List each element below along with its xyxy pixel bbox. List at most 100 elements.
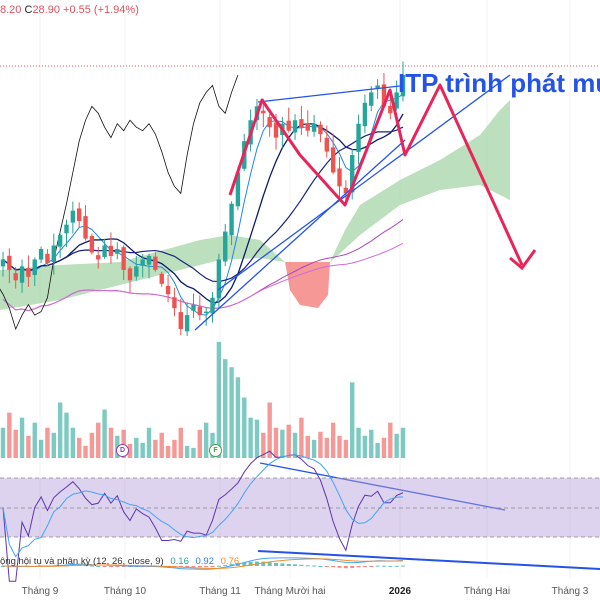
zigzag-line[interactable] xyxy=(228,83,524,266)
macd-histogram-bar xyxy=(96,565,101,567)
candle xyxy=(324,137,330,152)
volume-bar xyxy=(146,427,152,458)
volume-bar xyxy=(108,427,114,458)
x-axis-label: Tháng Mười hai xyxy=(254,586,326,597)
trendline[interactable] xyxy=(257,85,401,103)
volume-bar xyxy=(172,439,177,458)
trendline[interactable] xyxy=(194,139,406,331)
candle xyxy=(184,315,190,332)
volume-bar xyxy=(235,377,241,458)
candle xyxy=(318,124,323,135)
candle xyxy=(191,304,196,311)
volume-bar xyxy=(159,432,164,458)
volume-bar xyxy=(96,422,101,458)
macd-histogram-bar xyxy=(369,566,374,567)
candle xyxy=(76,208,82,222)
candle xyxy=(57,235,63,247)
candle xyxy=(210,297,215,314)
volume-bar xyxy=(51,432,56,458)
trendline[interactable] xyxy=(217,74,511,291)
macd-legend: ộng hội tụ và phân kỳ (12, 26, close, 9)… xyxy=(0,556,239,567)
macd-histogram-bar xyxy=(261,561,266,566)
candle xyxy=(261,110,266,114)
candle xyxy=(350,155,355,193)
event-marker-d[interactable]: D xyxy=(116,444,129,457)
volume-bar xyxy=(121,429,126,458)
volume-bar xyxy=(254,419,260,458)
candle xyxy=(45,253,50,263)
macd-line xyxy=(2,557,404,570)
macd-trendline[interactable] xyxy=(257,550,600,570)
candle xyxy=(127,268,133,281)
volume-bar xyxy=(388,422,393,458)
close-value: 28.90 xyxy=(32,4,60,16)
candle xyxy=(286,120,291,131)
macd-histogram-bar xyxy=(267,562,272,566)
volume-bar xyxy=(140,442,145,458)
trendlines[interactable] xyxy=(194,74,600,570)
volume-bar xyxy=(178,427,183,458)
volume-bar xyxy=(64,412,69,458)
volume-bar xyxy=(153,439,158,458)
macd-histogram-bar xyxy=(362,566,367,567)
volume-bar xyxy=(83,445,88,458)
arrowhead-icon xyxy=(509,249,537,271)
candle xyxy=(121,247,126,270)
volume-bar xyxy=(216,342,222,458)
macd-histogram-bar xyxy=(274,562,279,566)
candles xyxy=(0,61,406,337)
x-axis-label: Tháng 3 xyxy=(551,586,589,597)
event-marker-f[interactable]: F xyxy=(209,444,222,457)
x-axis-label: Tháng 9 xyxy=(21,586,59,597)
candle xyxy=(235,172,241,207)
zigzag-projection[interactable] xyxy=(228,83,537,271)
moving-averages xyxy=(0,74,404,331)
volume-bar xyxy=(0,427,6,458)
candle xyxy=(70,210,76,223)
candle xyxy=(311,123,317,132)
macd-histogram-bar xyxy=(216,565,221,567)
ohlc-header: 8.20 C28.90 +0.55 (+1.94%) xyxy=(0,4,139,16)
macd-histogram-bar xyxy=(394,565,399,567)
candle xyxy=(330,147,336,173)
macd-histogram-bar xyxy=(312,565,317,567)
x-axis-label: Tháng 10 xyxy=(103,586,147,597)
volume-bar xyxy=(261,432,266,458)
macd-histogram-bar xyxy=(350,566,355,568)
candle xyxy=(369,92,374,106)
macd-histogram-bar xyxy=(324,566,329,567)
candle xyxy=(273,122,279,138)
candle xyxy=(7,255,12,270)
volume-bar xyxy=(45,427,50,458)
volume-bar xyxy=(299,417,304,458)
macd-pane xyxy=(1,557,405,570)
volume-bar xyxy=(127,443,133,458)
volume-bar xyxy=(318,431,323,458)
volume-bar xyxy=(38,439,44,458)
volume-bar xyxy=(229,367,234,458)
macd-histogram-bar xyxy=(197,566,202,568)
rsi-trendline[interactable] xyxy=(259,462,506,511)
candle xyxy=(178,312,183,330)
candle xyxy=(197,306,203,316)
volume-bar xyxy=(165,445,171,458)
volume-bar xyxy=(362,435,368,458)
macd-histogram-bar xyxy=(191,566,196,568)
volume-bar xyxy=(19,417,25,458)
candle xyxy=(108,245,114,256)
volume-bar xyxy=(311,439,317,458)
macd-histogram-bar xyxy=(299,564,304,566)
header-prefix: 8.20 xyxy=(0,4,22,16)
macd-histogram-bar xyxy=(248,561,253,566)
volume-bar xyxy=(242,397,247,458)
macd-label: ộng hội tụ và phân kỳ (12, 26, close, 9) xyxy=(0,556,164,567)
annotation-text[interactable]: ITP trình phát mu xyxy=(398,68,600,98)
candle xyxy=(115,249,120,254)
macd-histogram-bar xyxy=(108,566,113,567)
macd-histogram-bar xyxy=(401,565,405,567)
x-axis-label: Tháng Hai xyxy=(463,586,511,597)
candle xyxy=(362,102,368,127)
volume-bar xyxy=(57,402,63,458)
candle xyxy=(343,187,349,194)
